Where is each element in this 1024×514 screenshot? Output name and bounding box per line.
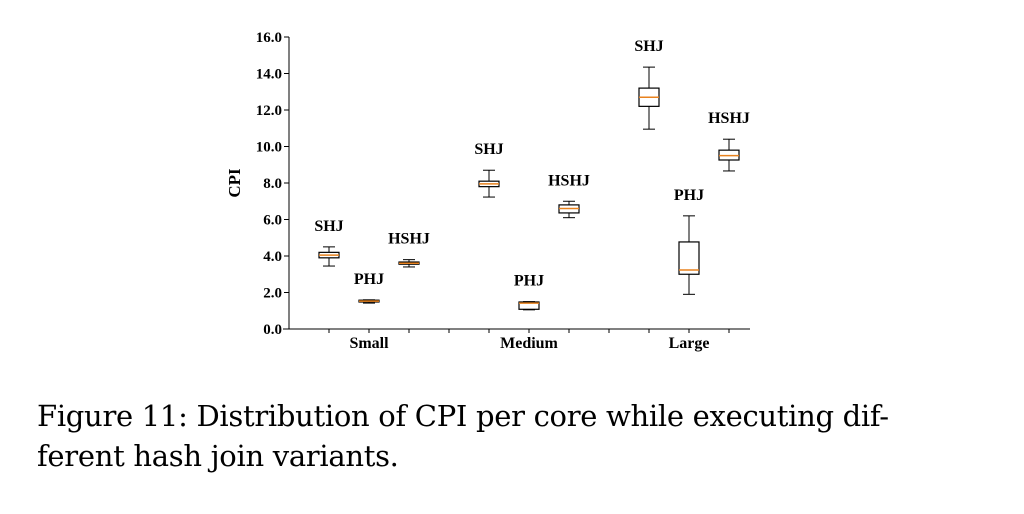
series-label: PHJ: [354, 271, 384, 288]
iqr-box: [518, 301, 540, 310]
series-label: HSHJ: [708, 110, 750, 127]
box-large-shj: [638, 66, 660, 130]
box-large-phj: [678, 215, 700, 295]
x-category-label: Large: [669, 335, 710, 352]
y-tick-label: 16.0: [256, 30, 282, 46]
series-label: HSHJ: [548, 172, 590, 189]
y-tick-label: 10.0: [256, 140, 282, 156]
caption-line-1: Figure 11: Distribution of CPI per core …: [37, 399, 889, 433]
y-tick-label: 4.0: [263, 249, 282, 265]
series-label: SHJ: [314, 218, 343, 235]
box-small-phj: [358, 299, 380, 304]
box-medium-shj: [478, 169, 500, 198]
boxes: [318, 66, 740, 311]
y-axis-title: CPI: [225, 168, 244, 198]
cpi-boxplot-chart: 0.0 2.0 4.0 6.0 8.0 10.0 12.0 14.0 16.0 CPI Small S…: [225, 30, 750, 352]
series-label: HSHJ: [388, 231, 430, 248]
x-category-label: Medium: [500, 335, 558, 352]
y-tick-label: 2.0: [263, 286, 282, 302]
series-label: SHJ: [474, 141, 503, 158]
box-medium-phj: [518, 301, 540, 311]
box-small-hshj: [398, 259, 420, 268]
caption-line-2: ferent hash join variants.: [37, 439, 399, 473]
box-medium-hshj: [558, 200, 580, 219]
iqr-box: [678, 241, 700, 275]
series-label: PHJ: [514, 273, 544, 290]
box-large-hshj: [718, 138, 740, 172]
box-small-shj: [318, 246, 340, 267]
labels: 0.0 2.0 4.0 6.0 8.0 10.0 12.0 14.0 16.0 CPI Small S…: [225, 30, 750, 352]
y-tick-label: 12.0: [256, 103, 282, 119]
y-tick-label: 14.0: [256, 67, 282, 83]
y-tick-label: 6.0: [263, 213, 282, 229]
y-tick-label: 8.0: [263, 176, 282, 192]
series-label: PHJ: [674, 187, 704, 204]
figure-caption: Figure 11: Distribution of CPI per core …: [37, 396, 997, 476]
series-label: SHJ: [634, 38, 663, 55]
axes: [283, 36, 750, 333]
y-tick-label: 0.0: [263, 322, 282, 338]
x-category-label: Small: [349, 335, 389, 352]
